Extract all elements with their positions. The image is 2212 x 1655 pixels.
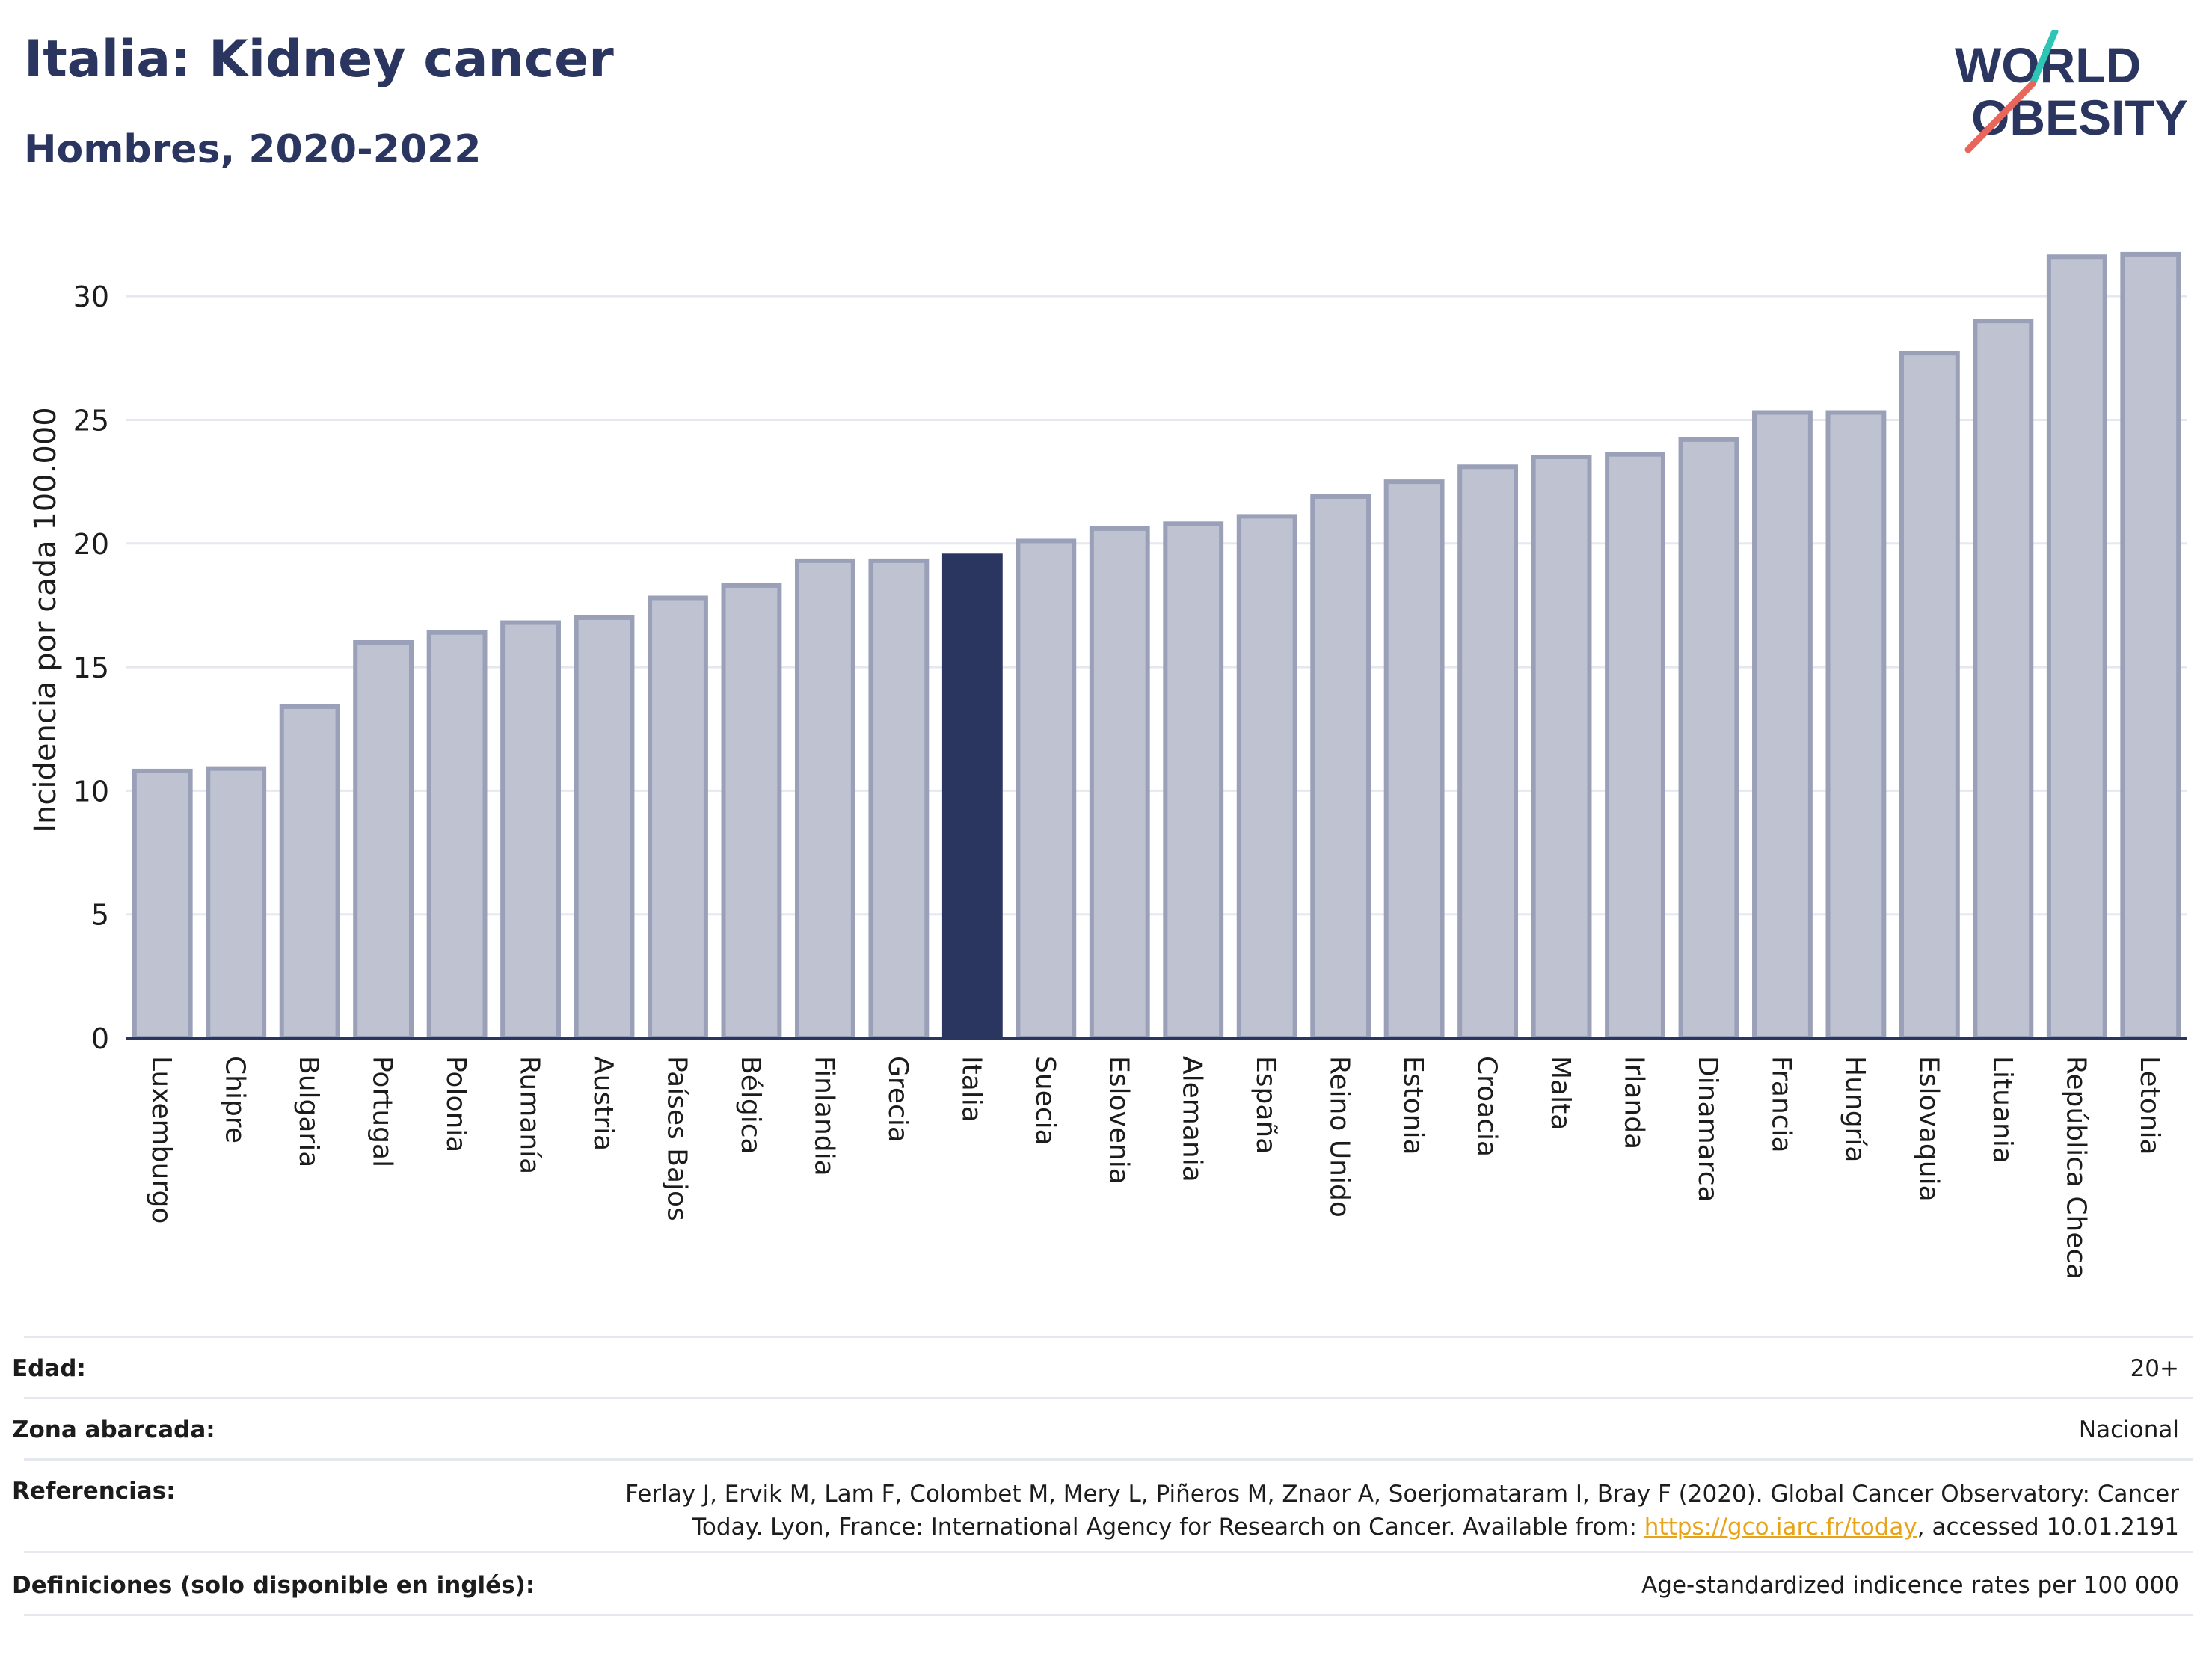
y-tick-label: 0	[91, 1022, 109, 1055]
edad-value: 20+	[2130, 1355, 2179, 1382]
bar	[1752, 410, 1813, 1040]
y-tick-label: 30	[73, 280, 109, 313]
info-divider	[24, 1458, 2193, 1461]
x-tick-label: Eslovaquia	[1913, 1056, 1944, 1202]
zona-label: Zona abarcada:	[12, 1416, 215, 1443]
x-tick-label: Alemania	[1177, 1056, 1208, 1182]
y-axis-title: Incidencia por cada 100.000	[28, 407, 63, 833]
x-tick-label: República Checa	[2060, 1056, 2091, 1280]
x-tick-label: Luxemburgo	[146, 1056, 176, 1223]
x-tick-label: Grecia	[882, 1056, 913, 1143]
chart-subtitle: Hombres, 2020-2022	[24, 127, 482, 172]
x-tick-label: Austria	[588, 1056, 618, 1151]
y-tick-label: 5	[91, 899, 109, 932]
info-divider	[24, 1336, 2193, 1338]
referencias-value: Ferlay J, Ervik M, Lam F, Colombet M, Me…	[625, 1478, 2179, 1544]
bar-chart: 0 5 10 15 20 25 30 Luxemburgo Chipre Bulgaria Port…	[28, 251, 2187, 1280]
bar	[941, 553, 1003, 1040]
bar	[1899, 351, 1960, 1040]
referencias-line2-pre: Today. Lyon, France: International Agenc…	[692, 1514, 1644, 1541]
world-obesity-logo: WORLD OBESITY	[1955, 30, 2188, 153]
x-tick-label: Croacia	[1472, 1056, 1502, 1157]
bar	[206, 766, 267, 1041]
x-tick-label: Estonia	[1398, 1056, 1428, 1155]
bar	[1825, 410, 1887, 1040]
y-tick-label: 10	[73, 775, 109, 808]
x-tick-label: Letonia	[2134, 1056, 2165, 1155]
bar	[426, 630, 488, 1040]
referencias-line1: Ferlay J, Ervik M, Lam F, Colombet M, Me…	[625, 1481, 2179, 1508]
bar	[132, 768, 193, 1041]
bar	[868, 558, 930, 1040]
x-tick-label: Francia	[1766, 1056, 1796, 1153]
zona-value: Nacional	[2078, 1416, 2179, 1443]
bar	[1531, 455, 1592, 1040]
bar	[574, 615, 635, 1040]
bar	[1163, 521, 1224, 1040]
y-tick-label: 20	[73, 528, 109, 561]
x-tick-label: Chipre	[220, 1056, 251, 1143]
bar	[648, 595, 708, 1040]
logo-line2: OBESITY	[1971, 90, 2188, 145]
x-tick-label: Irlanda	[1619, 1056, 1650, 1149]
x-tick-label: Lituania	[1987, 1056, 2018, 1164]
bar	[2120, 251, 2181, 1041]
bar	[500, 620, 561, 1040]
bar	[1605, 452, 1665, 1040]
x-tick-label: Reino Unido	[1324, 1056, 1355, 1218]
bar	[1383, 479, 1445, 1040]
bar	[2046, 254, 2107, 1041]
x-tick-label: Bulgaria	[293, 1056, 324, 1167]
x-tick-label: Malta	[1545, 1056, 1576, 1130]
x-tick-label: Suecia	[1030, 1056, 1060, 1146]
x-tick-label: Portugal	[367, 1056, 398, 1167]
chart-title: Italia: Kidney cancer	[24, 30, 614, 89]
bar	[1457, 464, 1519, 1040]
info-divider	[24, 1397, 2193, 1399]
bar	[1236, 514, 1297, 1040]
x-tick-label: Dinamarca	[1692, 1056, 1723, 1203]
referencias-label: Referencias:	[12, 1478, 176, 1505]
x-tick-label: Hungría	[1840, 1056, 1870, 1162]
bar	[1089, 526, 1150, 1040]
y-tick-label: 25	[73, 404, 109, 437]
referencias-line2-post: , accessed 10.01.2191	[1917, 1514, 2179, 1541]
bar	[794, 558, 855, 1040]
x-tick-label: España	[1250, 1056, 1281, 1154]
x-tick-label: Eslovenia	[1103, 1056, 1134, 1185]
bar	[279, 704, 340, 1041]
definiciones-value: Age-standardized indicence rates per 100…	[1641, 1572, 2179, 1599]
x-tick-label: Bélgica	[735, 1056, 766, 1155]
definiciones-label: Definiciones (solo disponible en inglés)…	[12, 1572, 535, 1599]
x-tick-label: Países Bajos	[661, 1056, 692, 1221]
referencias-link[interactable]: https://gco.iarc.fr/today	[1644, 1514, 1917, 1541]
info-divider	[24, 1551, 2193, 1553]
x-tick-label: Finlandia	[808, 1056, 839, 1176]
bar	[1678, 437, 1739, 1040]
bar	[721, 583, 782, 1040]
x-tick-label: Polonia	[440, 1056, 471, 1152]
x-tick-label: Rumanía	[514, 1056, 545, 1174]
referencias-line2: Today. Lyon, France: International Agenc…	[625, 1511, 2179, 1544]
bar	[1310, 494, 1371, 1040]
y-tick-label: 15	[73, 651, 109, 684]
bar	[353, 640, 414, 1040]
x-tick-label: Italia	[956, 1056, 986, 1123]
info-divider	[24, 1614, 2193, 1616]
bar	[1973, 319, 2034, 1040]
bar	[1016, 538, 1077, 1040]
edad-label: Edad:	[12, 1355, 86, 1382]
